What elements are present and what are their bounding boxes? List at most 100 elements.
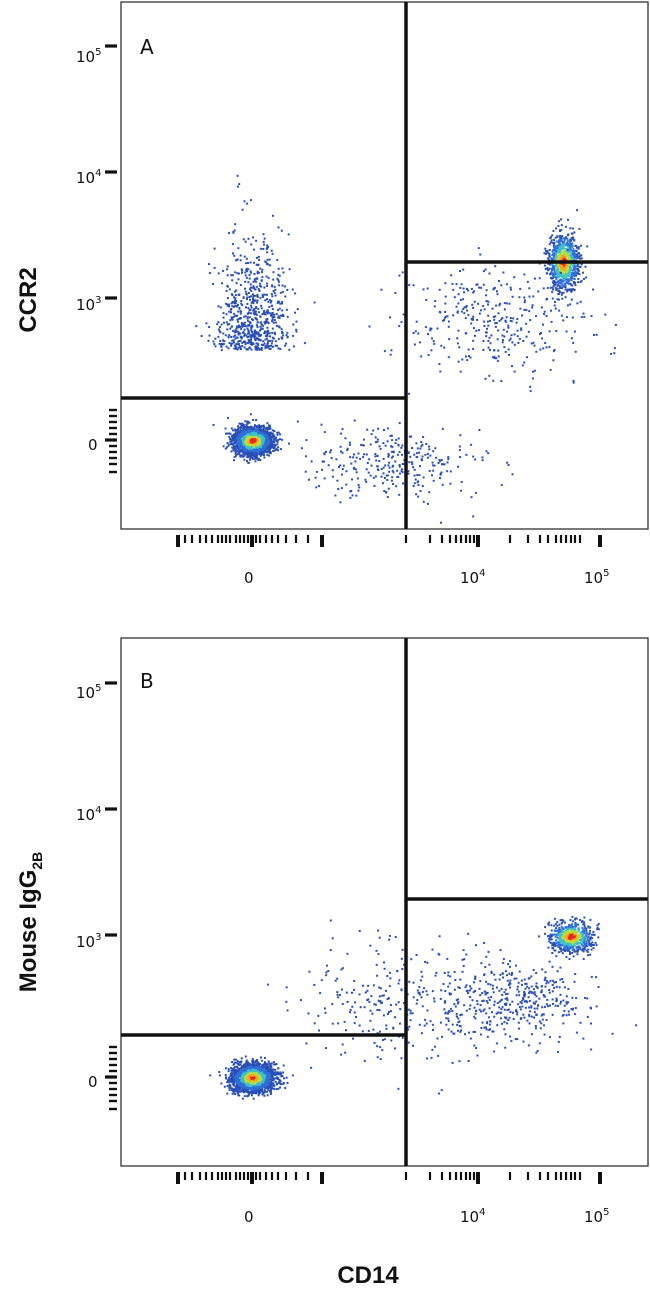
event-dot: [582, 271, 584, 274]
event-dot: [252, 447, 255, 449]
event-dot: [579, 300, 582, 303]
event-dot: [334, 494, 337, 497]
event-dot: [246, 445, 249, 447]
event-dot: [391, 439, 394, 442]
event-dot: [261, 294, 264, 297]
event-dot: [341, 428, 344, 431]
event-dot: [247, 420, 250, 423]
event-dot: [239, 317, 242, 320]
event-dot: [562, 237, 565, 240]
event-dot: [485, 289, 488, 292]
event-dot: [460, 283, 463, 286]
event-dot: [366, 428, 369, 431]
event-dot: [431, 474, 433, 477]
event-dot: [485, 450, 488, 453]
event-dot: [544, 267, 547, 270]
event-dot: [253, 309, 256, 312]
event-dot: [233, 301, 236, 304]
event-dot: [242, 439, 245, 442]
event-dot: [251, 456, 254, 459]
event-dot: [382, 442, 385, 445]
event-dot: [235, 342, 238, 345]
event-dot: [564, 236, 567, 239]
event-dot: [460, 481, 463, 484]
event-dot: [238, 437, 241, 440]
event-dot: [559, 281, 561, 284]
event-dot: [269, 312, 272, 315]
event-dot: [236, 445, 238, 448]
event-dot: [243, 321, 246, 324]
event-dot: [269, 431, 272, 434]
event-dot: [267, 447, 269, 450]
event-dot: [284, 344, 287, 347]
event-dot: [560, 269, 563, 272]
event-dot: [552, 257, 555, 260]
event-dot: [465, 355, 467, 358]
event-dot: [229, 432, 232, 435]
event-dot: [266, 310, 269, 313]
event-dot: [240, 422, 242, 425]
event-dot: [252, 343, 255, 345]
event-dot: [239, 259, 242, 262]
event-dot: [360, 443, 363, 446]
event-dot: [388, 470, 391, 473]
event-dot: [258, 347, 261, 350]
event-dot: [248, 316, 251, 319]
event-dot: [261, 442, 264, 444]
event-dot: [195, 325, 198, 328]
event-dot: [420, 458, 423, 461]
event-dot: [240, 300, 243, 302]
event-dot: [238, 452, 241, 455]
event-dot: [450, 274, 453, 277]
event-dot: [397, 437, 400, 440]
event-dot: [234, 438, 237, 441]
event-dot: [213, 247, 216, 250]
event-dot: [220, 344, 223, 347]
event-dot: [571, 269, 574, 272]
event-dot: [247, 281, 250, 284]
event-dot: [250, 451, 253, 454]
event-dot: [248, 447, 251, 450]
event-dot: [230, 311, 232, 314]
event-dot: [257, 445, 260, 448]
event-dot: [268, 424, 271, 427]
event-dot: [455, 305, 458, 308]
event-dot: [555, 288, 558, 291]
event-dot: [245, 306, 247, 309]
event-dot: [519, 307, 522, 310]
event-dot: [261, 327, 264, 330]
event-dot: [224, 447, 227, 450]
event-dot: [422, 476, 425, 479]
event-dot: [557, 241, 560, 244]
event-dot: [257, 432, 260, 435]
event-dot: [579, 254, 582, 257]
event-dot: [487, 303, 489, 306]
event-dot: [288, 268, 291, 271]
event-dot: [477, 302, 480, 305]
event-dot: [249, 339, 252, 342]
event-dot: [563, 252, 566, 255]
event-dot: [266, 445, 269, 448]
event-dot: [247, 429, 250, 432]
event-dot: [274, 333, 277, 336]
event-dot: [236, 442, 239, 445]
panel-b: B 105 104 103 0 0 104 105 Mouse IgG2B CD…: [15, 637, 649, 1289]
event-dot: [314, 476, 317, 479]
event-dot: [239, 348, 242, 350]
event-dot: [553, 268, 556, 271]
event-dot: [286, 331, 289, 334]
event-dot: [553, 348, 556, 351]
event-dot: [484, 268, 487, 271]
event-dot: [246, 312, 249, 315]
event-dot: [237, 426, 240, 429]
event-dot: [245, 276, 248, 279]
event-dot: [384, 464, 387, 467]
event-dot: [256, 342, 259, 345]
event-dot: [558, 291, 561, 294]
event-dot: [315, 486, 318, 489]
event-dot: [253, 454, 256, 457]
event-dot: [294, 311, 296, 314]
event-dot: [255, 285, 258, 288]
event-dot: [402, 482, 404, 485]
event-dot: [242, 455, 245, 458]
